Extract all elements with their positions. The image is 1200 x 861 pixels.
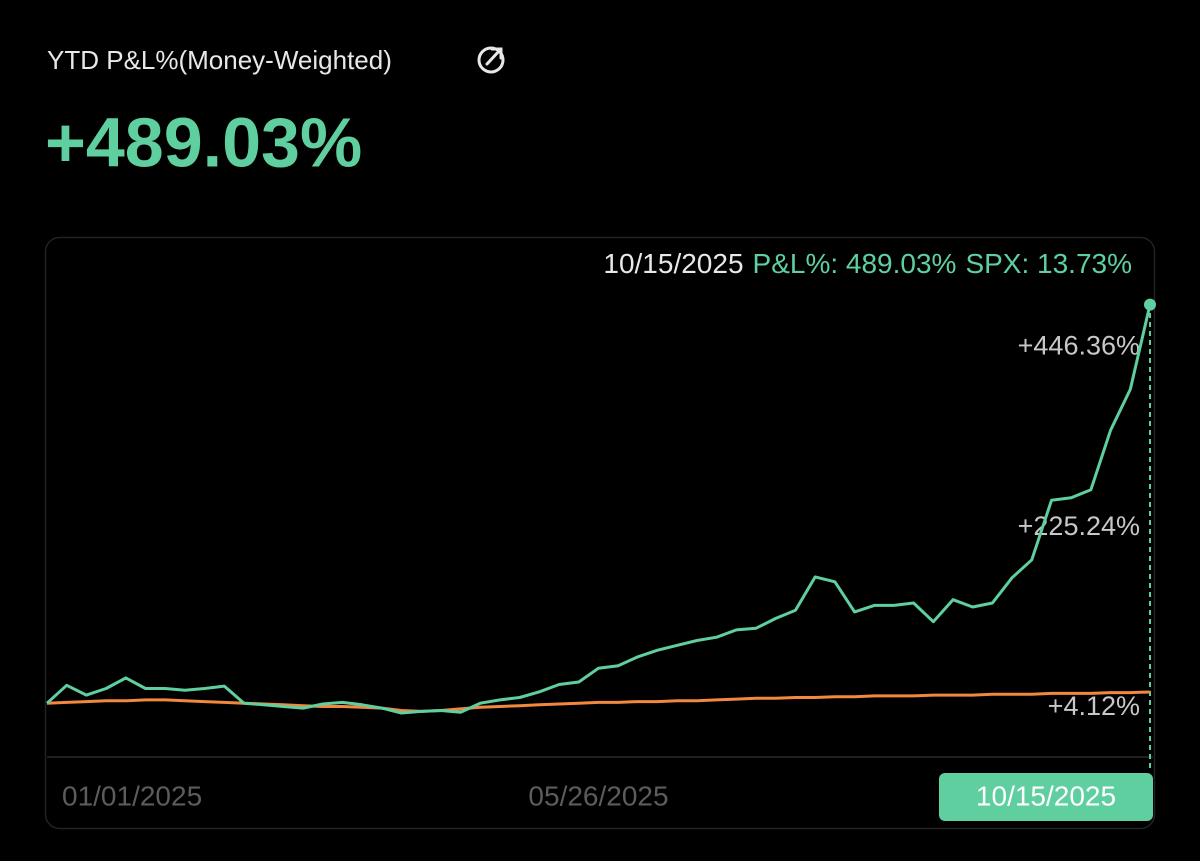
tooltip-spx: SPX: 13.73% xyxy=(965,248,1132,279)
share-icon[interactable] xyxy=(477,46,505,74)
pnl-value: +489.03% xyxy=(45,103,362,181)
plot: +446.36% +225.24% +4.12% 01/01/2025 05/26/20… xyxy=(45,298,1156,821)
x-tick-label: 05/26/2025 xyxy=(528,780,668,811)
chart-card xyxy=(44,236,1156,830)
x-tick-label: 10/15/2025 xyxy=(976,780,1116,811)
title: YTD P&L%(Money-Weighted) xyxy=(47,45,392,75)
end-dot xyxy=(1144,298,1156,311)
x-tick-label: 01/01/2025 xyxy=(62,780,202,811)
y-tick-label: +225.24% xyxy=(1018,511,1140,541)
x-label-highlight xyxy=(939,773,1153,821)
share-arrow xyxy=(485,47,503,66)
tooltip-date: 10/15/2025 xyxy=(603,248,743,279)
series-line xyxy=(45,304,1152,715)
series-line xyxy=(46,690,1151,713)
y-tick-label: +4.12% xyxy=(1048,691,1140,721)
y-tick-label: +446.36% xyxy=(1018,331,1140,361)
tooltip-pnl: P&L%: 489.03% xyxy=(753,248,957,279)
tooltip: 10/15/2025 P&L%: 489.03% SPX: 13.73% xyxy=(603,248,1132,279)
